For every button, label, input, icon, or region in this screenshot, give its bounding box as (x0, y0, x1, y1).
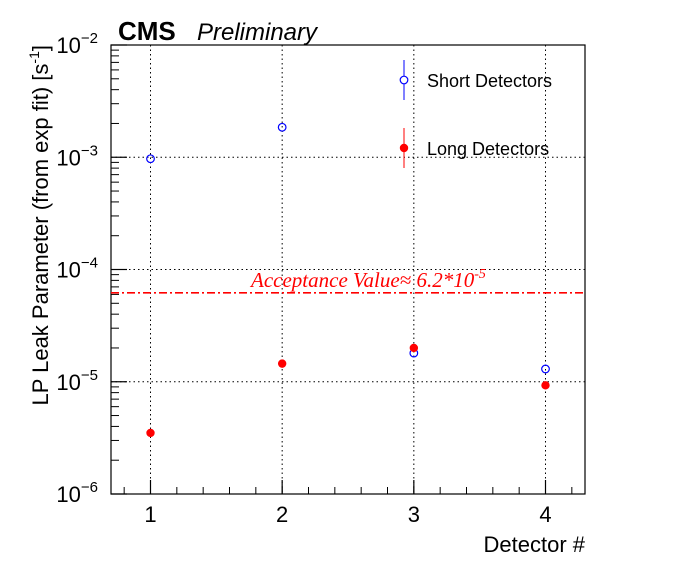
x-ticks: 1 2 3 4 (123, 480, 573, 527)
y-tick-exp: −6 (81, 479, 98, 496)
y-tick-label: 10−5 (56, 367, 98, 395)
grid (111, 45, 585, 494)
y-axis-label-end: ] (28, 45, 53, 51)
long-detector-point-4 (541, 381, 550, 390)
y-tick-label: 10−2 (56, 30, 98, 58)
x-tick-label: 2 (276, 502, 288, 527)
x-tick-label: 1 (144, 502, 156, 527)
y-ticks: 10−610−510−410−310−2 (56, 30, 127, 507)
y-tick-exp: −5 (81, 367, 98, 384)
legend-label: Long Detectors (427, 139, 549, 159)
legend-marker (399, 143, 409, 153)
y-tick-base: 10 (56, 482, 80, 507)
y-tick-base: 10 (56, 145, 80, 170)
long-detector-point-3 (409, 343, 419, 353)
x-tick-label: 4 (539, 502, 551, 527)
y-axis-label-sup: -1 (26, 51, 42, 64)
long-detector-point-1 (146, 428, 155, 438)
y-tick-label: 10−4 (56, 255, 98, 283)
y-axis-label-main: LP Leak Parameter (from exp fit) [s (28, 64, 53, 406)
acceptance-label: Acceptance Value≈ 6.2*10-5 (249, 267, 486, 292)
x-tick-label: 3 (408, 502, 420, 527)
long-detector-point-2 (277, 359, 287, 368)
experiment-label: CMS (118, 16, 176, 46)
legend: Short Detectors Long Detectors (399, 60, 552, 168)
y-tick-exp: −2 (81, 30, 98, 47)
status-label: Preliminary (197, 19, 319, 46)
short-detector-point-1 (146, 154, 155, 164)
y-tick-exp: −4 (81, 255, 98, 272)
y-tick-label: 10−6 (56, 479, 98, 507)
short-detector-point-2 (277, 122, 287, 132)
legend-marker (399, 75, 409, 85)
y-tick-exp: −3 (81, 142, 98, 159)
y-tick-base: 10 (56, 370, 80, 395)
y-tick-base: 10 (56, 33, 80, 58)
short-detector-point-4 (541, 364, 550, 374)
x-axis-label: Detector # (484, 532, 586, 557)
legend-label: Short Detectors (427, 71, 552, 91)
acceptance-label-exp: -5 (474, 267, 486, 282)
data-points (146, 122, 550, 438)
acceptance-label-text: Acceptance Value≈ 6.2*10 (249, 268, 475, 292)
y-tick-base: 10 (56, 258, 80, 283)
y-axis-label: LP Leak Parameter (from exp fit) [s-1] (26, 45, 53, 406)
y-tick-label: 10−3 (56, 142, 98, 170)
